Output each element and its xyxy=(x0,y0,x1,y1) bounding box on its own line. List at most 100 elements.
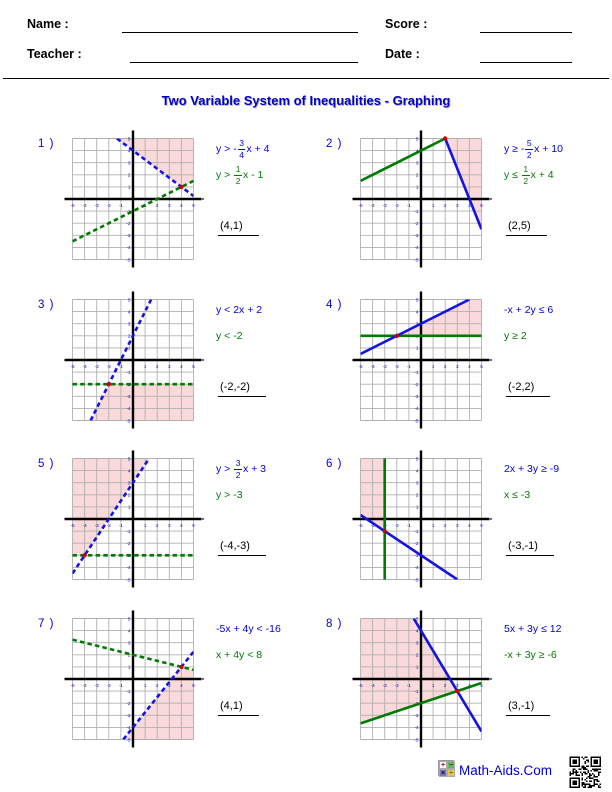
problem-block: 2 ) -5 -5 -4 -4 -3 -3 -2 -2 -1 -1 1 1 2 2 3 3 4 4 5 5 y ≥ -… xyxy=(318,128,602,284)
svg-text:-2: -2 xyxy=(414,382,419,387)
svg-text:3: 3 xyxy=(456,523,459,528)
inequality-2: x ≤ -3 xyxy=(504,489,531,501)
svg-text:-3: -3 xyxy=(95,523,100,528)
svg-text:5: 5 xyxy=(192,523,195,528)
svg-text:-2: -2 xyxy=(395,683,400,688)
svg-text:5: 5 xyxy=(128,297,131,302)
svg-text:2: 2 xyxy=(128,653,131,658)
svg-text:2: 2 xyxy=(444,683,447,688)
svg-text:-2: -2 xyxy=(107,364,112,369)
brand-link[interactable]: Math-Aids.Com xyxy=(459,763,553,778)
svg-text:1: 1 xyxy=(144,364,147,369)
svg-text:-2: -2 xyxy=(107,523,112,528)
svg-text:-2: -2 xyxy=(107,683,112,688)
plus-icon: + xyxy=(439,761,447,769)
svg-text:1: 1 xyxy=(416,185,419,190)
svg-text:-1: -1 xyxy=(126,209,131,214)
name-line[interactable] xyxy=(122,32,358,33)
svg-text:-4: -4 xyxy=(371,203,376,208)
svg-text:5: 5 xyxy=(416,297,419,302)
svg-text:-5: -5 xyxy=(414,737,419,742)
inequality-2: -x + 3y ≥ -6 xyxy=(504,649,557,661)
svg-text:2: 2 xyxy=(128,334,131,339)
svg-text:4: 4 xyxy=(128,309,131,314)
svg-text:-1: -1 xyxy=(414,529,419,534)
svg-text:-5: -5 xyxy=(70,203,75,208)
svg-text:-5: -5 xyxy=(126,577,131,582)
svg-text:-4: -4 xyxy=(126,245,131,250)
svg-text:5: 5 xyxy=(416,456,419,461)
svg-text:-4: -4 xyxy=(414,725,419,730)
minus-icon: − xyxy=(447,761,455,769)
svg-text:5: 5 xyxy=(416,616,419,621)
svg-text:4: 4 xyxy=(128,148,131,153)
svg-text:-4: -4 xyxy=(371,683,376,688)
svg-text:-5: -5 xyxy=(414,577,419,582)
svg-text:2: 2 xyxy=(156,364,159,369)
score-line[interactable] xyxy=(480,32,572,33)
svg-text:1: 1 xyxy=(128,665,131,670)
svg-text:-5: -5 xyxy=(126,737,131,742)
problem-number: 5 ) xyxy=(38,458,55,470)
svg-text:-1: -1 xyxy=(119,364,124,369)
svg-text:-3: -3 xyxy=(383,364,388,369)
svg-text:-5: -5 xyxy=(126,257,131,262)
svg-text:-5: -5 xyxy=(70,523,75,528)
svg-text:-4: -4 xyxy=(414,406,419,411)
svg-text:-3: -3 xyxy=(95,203,100,208)
svg-text:5: 5 xyxy=(480,683,483,688)
svg-text:-3: -3 xyxy=(126,233,131,238)
svg-text:-4: -4 xyxy=(371,364,376,369)
teacher-line[interactable] xyxy=(130,62,358,63)
score-label: Score : xyxy=(385,17,428,31)
inequality-1: -x + 2y ≤ 6 xyxy=(504,304,554,316)
svg-text:-4: -4 xyxy=(83,523,88,528)
svg-text:-2: -2 xyxy=(126,701,131,706)
svg-text:-5: -5 xyxy=(358,203,363,208)
svg-text:-3: -3 xyxy=(383,203,388,208)
svg-text:3: 3 xyxy=(456,364,459,369)
svg-text:3: 3 xyxy=(128,322,131,327)
svg-text:1: 1 xyxy=(144,683,147,688)
svg-text:4: 4 xyxy=(416,628,419,633)
svg-text:-1: -1 xyxy=(126,370,131,375)
svg-text:4: 4 xyxy=(468,523,471,528)
problem-number: 7 ) xyxy=(38,618,55,630)
svg-text:-4: -4 xyxy=(126,406,131,411)
svg-text:5: 5 xyxy=(480,203,483,208)
math-aids-logo: + − × ÷ xyxy=(438,760,455,777)
date-line[interactable] xyxy=(480,62,572,63)
answer-blank: (-2,-2) xyxy=(218,381,266,397)
svg-text:1: 1 xyxy=(128,185,131,190)
svg-text:1: 1 xyxy=(432,203,435,208)
svg-text:-2: -2 xyxy=(395,203,400,208)
answer-blank: (-4,-3) xyxy=(218,540,266,556)
svg-text:5: 5 xyxy=(128,616,131,621)
answer-blank: (2,5) xyxy=(506,220,547,236)
inequality-1: 2x + 3y ≥ -9 xyxy=(504,463,560,475)
svg-text:3: 3 xyxy=(456,203,459,208)
svg-text:3: 3 xyxy=(168,203,171,208)
svg-text:1: 1 xyxy=(144,523,147,528)
svg-text:3: 3 xyxy=(168,364,171,369)
svg-text:-1: -1 xyxy=(119,203,124,208)
svg-text:3: 3 xyxy=(128,641,131,646)
svg-text:1: 1 xyxy=(128,346,131,351)
divide-icon: ÷ xyxy=(447,769,455,777)
svg-text:-2: -2 xyxy=(126,221,131,226)
answer-blank: (4,1) xyxy=(218,220,259,236)
svg-text:5: 5 xyxy=(480,364,483,369)
svg-text:-3: -3 xyxy=(126,394,131,399)
problem-number: 3 ) xyxy=(38,299,55,311)
svg-text:-4: -4 xyxy=(414,245,419,250)
teacher-label: Teacher : xyxy=(27,47,82,61)
answer-blank: (4,1) xyxy=(218,700,259,716)
